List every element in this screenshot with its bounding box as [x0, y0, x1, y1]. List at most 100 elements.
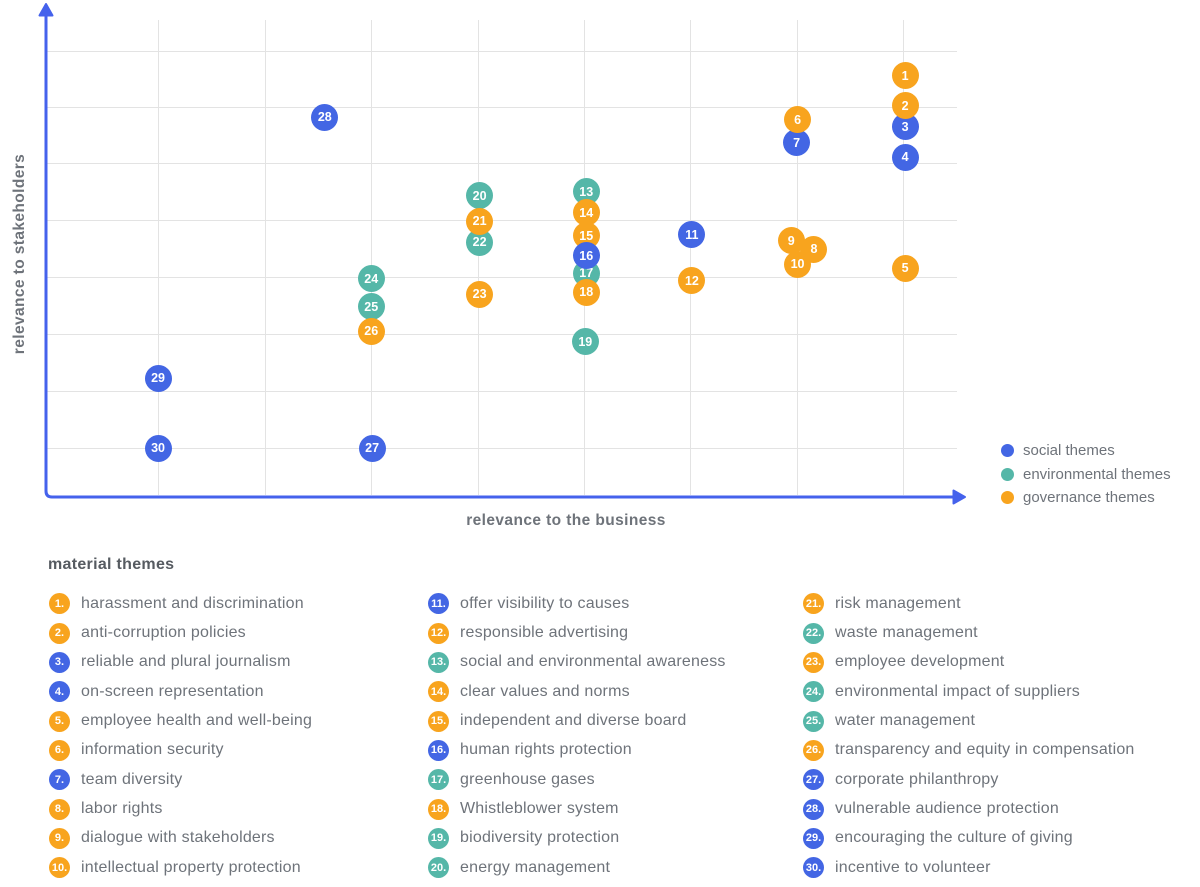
theme-label: on-screen representation: [81, 682, 264, 700]
theme-number-badge: 2.: [49, 622, 70, 644]
theme-label: water management: [835, 712, 976, 730]
theme-label: greenhouse gases: [460, 770, 595, 788]
theme-list-item-1: 1. harassment and discrimination: [49, 589, 428, 618]
theme-number-badge: 10.: [49, 857, 70, 879]
theme-number-badge: 19.: [428, 827, 449, 849]
legend-label: governance themes: [1023, 489, 1155, 507]
theme-label: transparency and equity in compensation: [835, 741, 1135, 759]
theme-label: anti-corruption policies: [81, 624, 246, 642]
chart-bubble-2: 2: [891, 92, 919, 120]
theme-label: social and environmental awareness: [460, 653, 726, 671]
theme-list-item-15: 15. independent and diverse board: [428, 706, 803, 735]
theme-label: offer visibility to causes: [460, 594, 630, 612]
chart-bubble-9: 9: [777, 227, 805, 255]
theme-label: encouraging the culture of giving: [835, 829, 1073, 847]
theme-number-badge: 7.: [49, 769, 70, 791]
theme-list-item-14: 14. clear values and norms: [428, 677, 803, 706]
theme-label: employee health and well-being: [81, 712, 313, 730]
theme-number-badge: 25.: [803, 710, 824, 732]
theme-number-badge: 3.: [49, 651, 70, 673]
theme-list-item-5: 5. employee health and well-being: [49, 706, 428, 735]
theme-list-item-4: 4. on-screen representation: [49, 677, 428, 706]
chart-bubble-14: 14: [572, 199, 600, 227]
theme-label: energy management: [460, 858, 611, 876]
social-legend-dot-icon: [1001, 444, 1014, 458]
legend-label: social themes: [1023, 442, 1115, 460]
theme-list-item-11: 11. offer visibility to causes: [428, 589, 803, 618]
theme-number-badge: 1.: [49, 593, 70, 615]
legend-item: social themes: [1001, 439, 1171, 463]
theme-list-item-23: 23. employee development: [803, 648, 1135, 677]
chart-bubble-26: 26: [357, 317, 385, 345]
theme-number-badge: 29.: [803, 827, 824, 849]
grid-line-horizontal: [46, 107, 957, 108]
theme-label: team diversity: [81, 770, 183, 788]
theme-number-badge: 12.: [428, 622, 449, 644]
theme-list-item-29: 29. encouraging the culture of giving: [803, 824, 1135, 853]
theme-number-badge: 26.: [803, 739, 824, 761]
chart-bubble-12: 12: [678, 267, 706, 295]
grid-line-horizontal: [46, 51, 957, 52]
theme-label: information security: [81, 741, 224, 759]
chart-bubble-10: 10: [784, 250, 812, 278]
x-axis-label: relevance to the business: [466, 512, 666, 529]
theme-list-item-28: 28. vulnerable audience protection: [803, 794, 1135, 823]
chart-bubble-23: 23: [466, 280, 494, 308]
chart-bubble-20: 20: [466, 182, 494, 210]
theme-list-item-17: 17. greenhouse gases: [428, 765, 803, 794]
governance-legend-dot-icon: [1001, 491, 1014, 505]
theme-list-item-10: 10. intellectual property protection: [49, 853, 428, 882]
theme-label: labor rights: [81, 800, 163, 818]
theme-label: risk management: [835, 594, 961, 612]
chart-bubble-1: 1: [891, 62, 919, 90]
theme-label: incentive to volunteer: [835, 858, 991, 876]
chart-bubble-24: 24: [357, 265, 385, 293]
grid-line-horizontal: [46, 220, 957, 221]
theme-list-item-7: 7. team diversity: [49, 765, 428, 794]
theme-list-item-2: 2. anti-corruption policies: [49, 618, 428, 647]
theme-list-item-9: 9. dialogue with stakeholders: [49, 824, 428, 853]
theme-list-item-6: 6. information security: [49, 736, 428, 765]
theme-list-item-27: 27. corporate philanthropy: [803, 765, 1135, 794]
grid-line-horizontal: [46, 334, 957, 335]
theme-list-item-25: 25. water management: [803, 706, 1135, 735]
chart-bubble-29: 29: [144, 364, 172, 392]
theme-label: biodiversity protection: [460, 829, 620, 847]
theme-list-item-30: 30. incentive to volunteer: [803, 853, 1135, 882]
theme-list-item-18: 18. Whistleblower system: [428, 794, 803, 823]
theme-number-badge: 23.: [803, 651, 824, 673]
theme-label: environmental impact of suppliers: [835, 682, 1080, 700]
y-axis-arrow-icon: [38, 3, 54, 17]
grid-line-vertical: [371, 20, 372, 495]
theme-label: dialogue with stakeholders: [81, 829, 275, 847]
grid-line-vertical: [158, 20, 159, 495]
theme-label: intellectual property protection: [81, 858, 301, 876]
theme-number-badge: 21.: [803, 593, 824, 615]
theme-list-item-24: 24. environmental impact of suppliers: [803, 677, 1135, 706]
axis-line: [44, 13, 956, 499]
theme-list-item-16: 16. human rights protection: [428, 736, 803, 765]
theme-number-badge: 28.: [803, 798, 824, 820]
chart-bubble-30: 30: [144, 434, 172, 462]
grid-line-vertical: [690, 20, 691, 495]
legend-item: environmental themes: [1001, 463, 1171, 487]
theme-number-badge: 30.: [803, 857, 824, 879]
theme-label: independent and diverse board: [460, 712, 687, 730]
legend-label: environmental themes: [1023, 465, 1171, 483]
chart-bubble-18: 18: [572, 278, 600, 306]
chart-bubble-11: 11: [678, 221, 706, 249]
chart-bubble-28: 28: [311, 103, 339, 131]
theme-label: human rights protection: [460, 741, 632, 759]
theme-number-badge: 5.: [49, 710, 70, 732]
theme-list-item-19: 19. biodiversity protection: [428, 824, 803, 853]
theme-list-item-3: 3. reliable and plural journalism: [49, 648, 428, 677]
x-axis-arrow-icon: [952, 489, 966, 505]
theme-label: waste management: [835, 624, 978, 642]
chart-bubble-27: 27: [358, 434, 386, 462]
theme-number-badge: 13.: [428, 651, 449, 673]
chart-bubble-25: 25: [357, 293, 385, 321]
chart-bubble-7: 7: [783, 129, 811, 157]
theme-list-item-20: 20. energy management: [428, 853, 803, 882]
chart-bubble-4: 4: [891, 143, 919, 171]
